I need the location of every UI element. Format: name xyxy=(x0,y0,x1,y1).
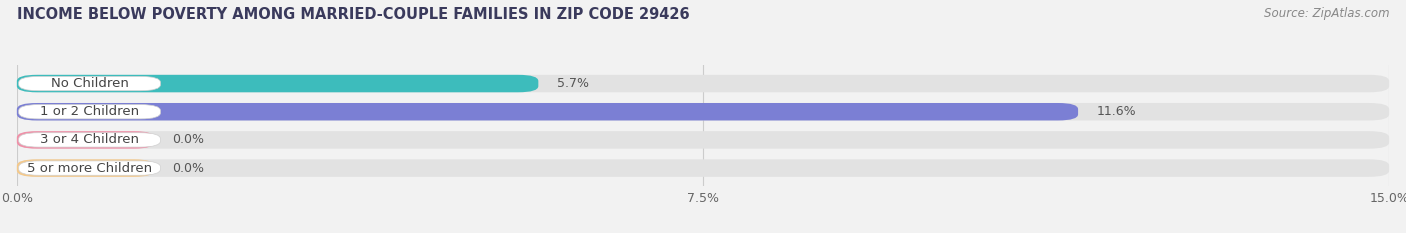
FancyBboxPatch shape xyxy=(17,159,1389,177)
Text: No Children: No Children xyxy=(51,77,128,90)
Text: INCOME BELOW POVERTY AMONG MARRIED-COUPLE FAMILIES IN ZIP CODE 29426: INCOME BELOW POVERTY AMONG MARRIED-COUPL… xyxy=(17,7,689,22)
FancyBboxPatch shape xyxy=(18,133,160,147)
Text: 5.7%: 5.7% xyxy=(557,77,589,90)
FancyBboxPatch shape xyxy=(17,131,1389,149)
Text: 5 or more Children: 5 or more Children xyxy=(27,161,152,175)
FancyBboxPatch shape xyxy=(18,161,160,175)
FancyBboxPatch shape xyxy=(18,76,160,91)
Text: 11.6%: 11.6% xyxy=(1097,105,1136,118)
Text: 3 or 4 Children: 3 or 4 Children xyxy=(41,134,139,146)
Text: Source: ZipAtlas.com: Source: ZipAtlas.com xyxy=(1264,7,1389,20)
Text: 0.0%: 0.0% xyxy=(173,161,204,175)
FancyBboxPatch shape xyxy=(17,103,1078,120)
FancyBboxPatch shape xyxy=(17,131,155,149)
Text: 1 or 2 Children: 1 or 2 Children xyxy=(39,105,139,118)
FancyBboxPatch shape xyxy=(17,75,1389,92)
Text: 0.0%: 0.0% xyxy=(173,134,204,146)
FancyBboxPatch shape xyxy=(17,75,538,92)
FancyBboxPatch shape xyxy=(17,103,1389,120)
FancyBboxPatch shape xyxy=(17,159,155,177)
FancyBboxPatch shape xyxy=(18,105,160,119)
